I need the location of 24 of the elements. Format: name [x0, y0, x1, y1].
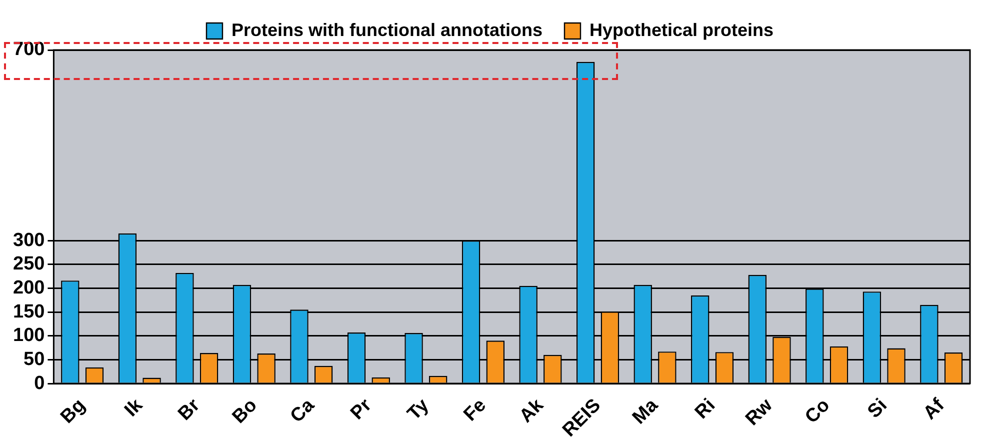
legend-label: Hypothetical proteins [589, 20, 774, 40]
x-tick-label: Co [801, 394, 834, 428]
x-tick-label: Ri [691, 394, 720, 424]
y-tick-label: 150 [13, 301, 45, 322]
x-tick-label: Bg [56, 394, 90, 428]
x-tick-label: Ca [286, 394, 319, 427]
x-tick-label: Ak [516, 394, 548, 427]
x-tick-label: Ma [628, 394, 663, 428]
x-tick-label: Af [920, 394, 950, 424]
x-tick-label: Bo [228, 394, 262, 428]
x-tick-label: Rw [742, 394, 777, 430]
y-tick-label: 250 [13, 254, 45, 275]
y-tick-label: 0 [34, 372, 45, 394]
y-tick-label: 100 [13, 325, 45, 346]
x-tick-label: Si [864, 394, 892, 423]
legend-label: Proteins with functional annotations [231, 20, 542, 40]
x-tick-label: Fe [460, 394, 490, 426]
x-tick-label: Br [174, 394, 205, 425]
x-tick-label: Pr [346, 394, 376, 424]
y-tick-label: 50 [24, 348, 45, 370]
x-tick-label: Ty [404, 394, 434, 424]
x-tick-label: Ik [120, 394, 148, 422]
y-tick-label: 200 [13, 277, 45, 298]
y-tick-label: 300 [13, 230, 45, 251]
